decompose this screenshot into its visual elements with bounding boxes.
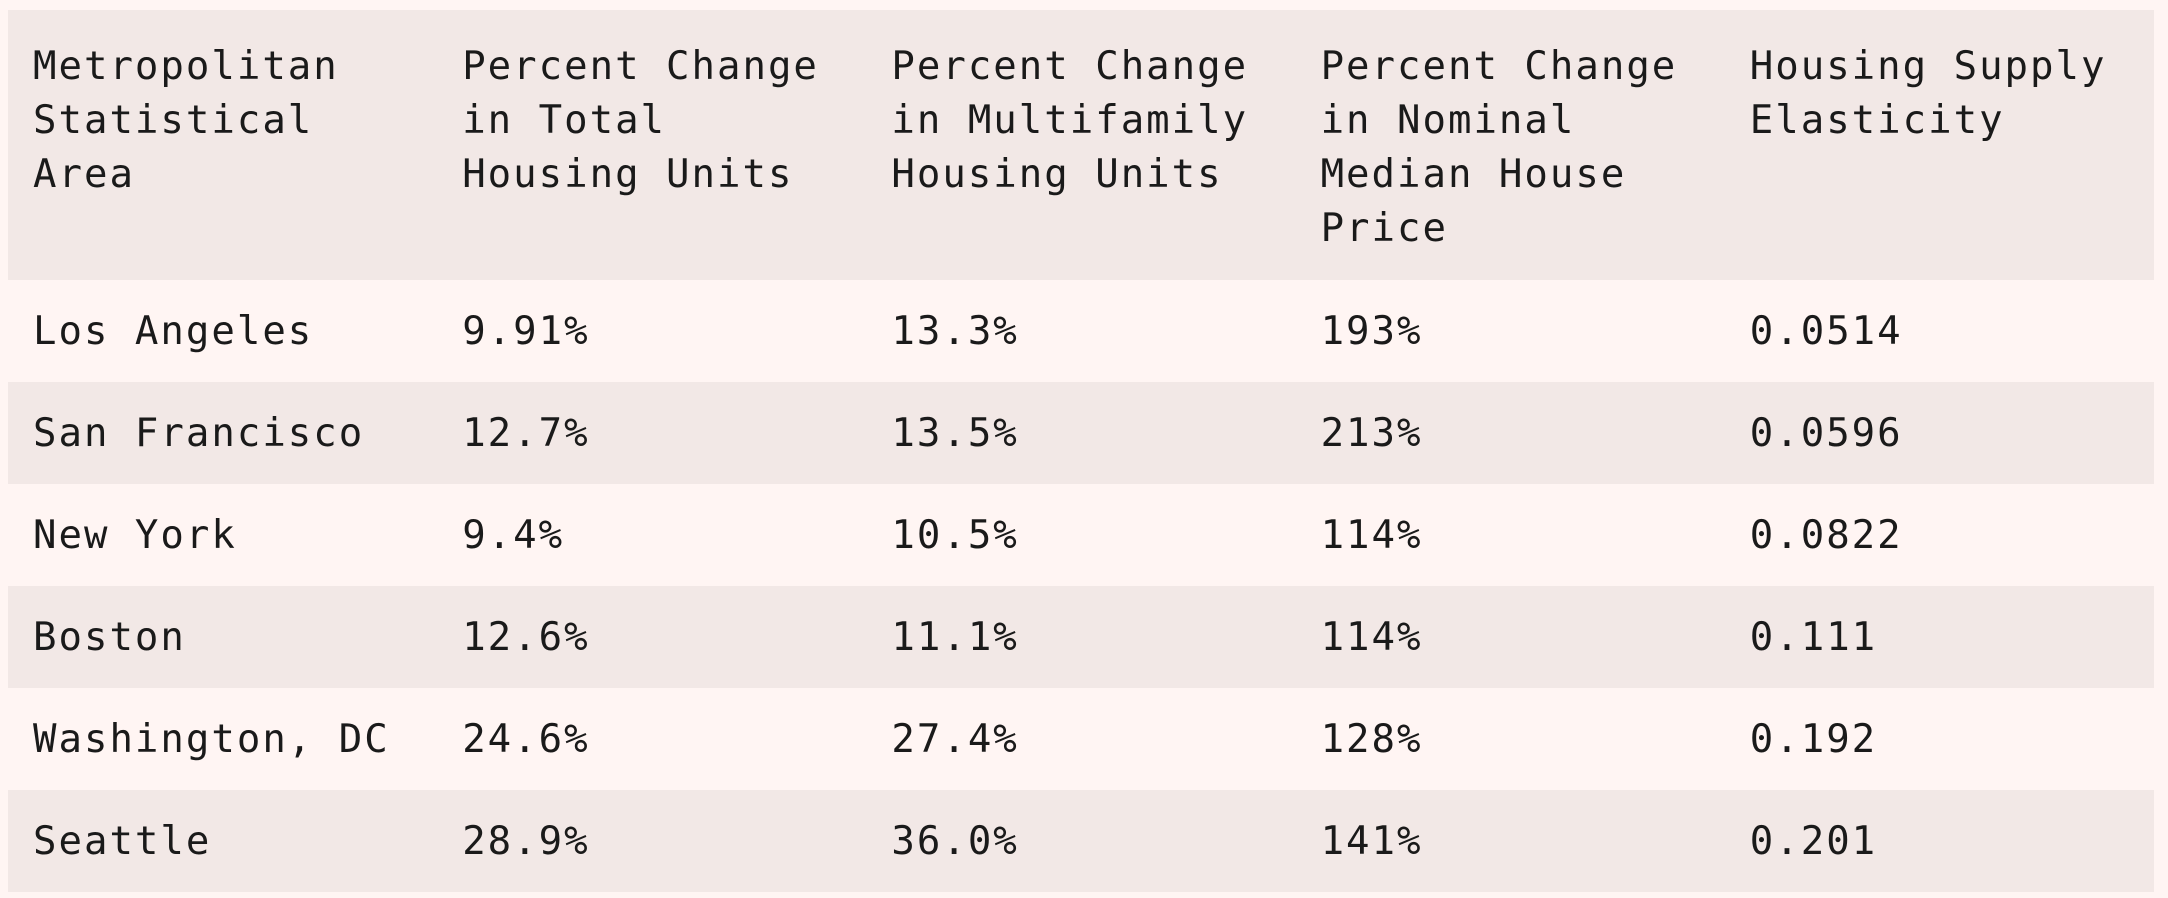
header-line: Percent Change xyxy=(1320,44,1678,89)
header-line: Elasticity xyxy=(1749,98,2005,143)
header-line: Housing Units xyxy=(891,152,1223,197)
cell-total-units-change: 12.6% xyxy=(437,586,867,688)
header-line: Metropolitan xyxy=(33,44,339,89)
cell-multifamily-units-change: 36.0% xyxy=(866,790,1296,892)
table-header: Metropolitan Statistical Area Percent Ch… xyxy=(8,10,2154,280)
cell-median-price-change: 213% xyxy=(1295,382,1725,484)
header-line: in Multifamily xyxy=(891,98,1249,143)
cell-metro-area: Washington, DC xyxy=(8,688,438,790)
cell-multifamily-units-change: 13.3% xyxy=(866,280,1296,382)
cell-median-price-change: 128% xyxy=(1295,688,1725,790)
cell-metro-area: Los Angeles xyxy=(8,280,438,382)
cell-median-price-change: 114% xyxy=(1295,586,1725,688)
table-row: Seattle 28.9% 36.0% 141% 0.201 xyxy=(8,790,2154,892)
cell-metro-area: New York xyxy=(8,484,438,586)
table-body: Los Angeles 9.91% 13.3% 193% 0.0514 San … xyxy=(8,280,2154,892)
cell-supply-elasticity: 0.0822 xyxy=(1724,484,2154,586)
cell-total-units-change: 9.4% xyxy=(437,484,867,586)
header-line: Area xyxy=(33,152,135,197)
header-median-price-change: Percent Change in Nominal Median House P… xyxy=(1295,10,1725,280)
header-line: in Nominal xyxy=(1320,98,1576,143)
cell-multifamily-units-change: 27.4% xyxy=(866,688,1296,790)
cell-multifamily-units-change: 13.5% xyxy=(866,382,1296,484)
cell-supply-elasticity: 0.0514 xyxy=(1724,280,2154,382)
header-line: Housing Units xyxy=(462,152,794,197)
cell-supply-elasticity: 0.201 xyxy=(1724,790,2154,892)
cell-supply-elasticity: 0.192 xyxy=(1724,688,2154,790)
header-row: Metropolitan Statistical Area Percent Ch… xyxy=(8,10,2154,280)
header-line: in Total xyxy=(462,98,667,143)
cell-median-price-change: 114% xyxy=(1295,484,1725,586)
table-row: Washington, DC 24.6% 27.4% 128% 0.192 xyxy=(8,688,2154,790)
cell-total-units-change: 12.7% xyxy=(437,382,867,484)
header-line: Statistical xyxy=(33,98,314,143)
header-metro-area: Metropolitan Statistical Area xyxy=(8,10,438,280)
cell-median-price-change: 141% xyxy=(1295,790,1725,892)
header-line: Median House xyxy=(1320,152,1627,197)
cell-metro-area: Seattle xyxy=(8,790,438,892)
table-row: Los Angeles 9.91% 13.3% 193% 0.0514 xyxy=(8,280,2154,382)
table-row: Boston 12.6% 11.1% 114% 0.111 xyxy=(8,586,2154,688)
housing-supply-table: Metropolitan Statistical Area Percent Ch… xyxy=(8,10,2154,892)
header-line: Price xyxy=(1320,206,1448,251)
cell-total-units-change: 28.9% xyxy=(437,790,867,892)
header-line: Percent Change xyxy=(891,44,1249,89)
header-supply-elasticity: Housing Supply Elasticity xyxy=(1724,10,2154,280)
cell-total-units-change: 9.91% xyxy=(437,280,867,382)
housing-table-container: Metropolitan Statistical Area Percent Ch… xyxy=(8,10,2154,892)
cell-multifamily-units-change: 10.5% xyxy=(866,484,1296,586)
cell-metro-area: Boston xyxy=(8,586,438,688)
header-line: Percent Change xyxy=(462,44,819,89)
cell-total-units-change: 24.6% xyxy=(437,688,867,790)
header-line: Housing Supply xyxy=(1749,44,2107,89)
cell-supply-elasticity: 0.0596 xyxy=(1724,382,2154,484)
cell-multifamily-units-change: 11.1% xyxy=(866,586,1296,688)
table-row: San Francisco 12.7% 13.5% 213% 0.0596 xyxy=(8,382,2154,484)
header-total-units-change: Percent Change in Total Housing Units xyxy=(437,10,867,280)
table-row: New York 9.4% 10.5% 114% 0.0822 xyxy=(8,484,2154,586)
cell-metro-area: San Francisco xyxy=(8,382,438,484)
header-multifamily-units-change: Percent Change in Multifamily Housing Un… xyxy=(866,10,1296,280)
cell-median-price-change: 193% xyxy=(1295,280,1725,382)
cell-supply-elasticity: 0.111 xyxy=(1724,586,2154,688)
